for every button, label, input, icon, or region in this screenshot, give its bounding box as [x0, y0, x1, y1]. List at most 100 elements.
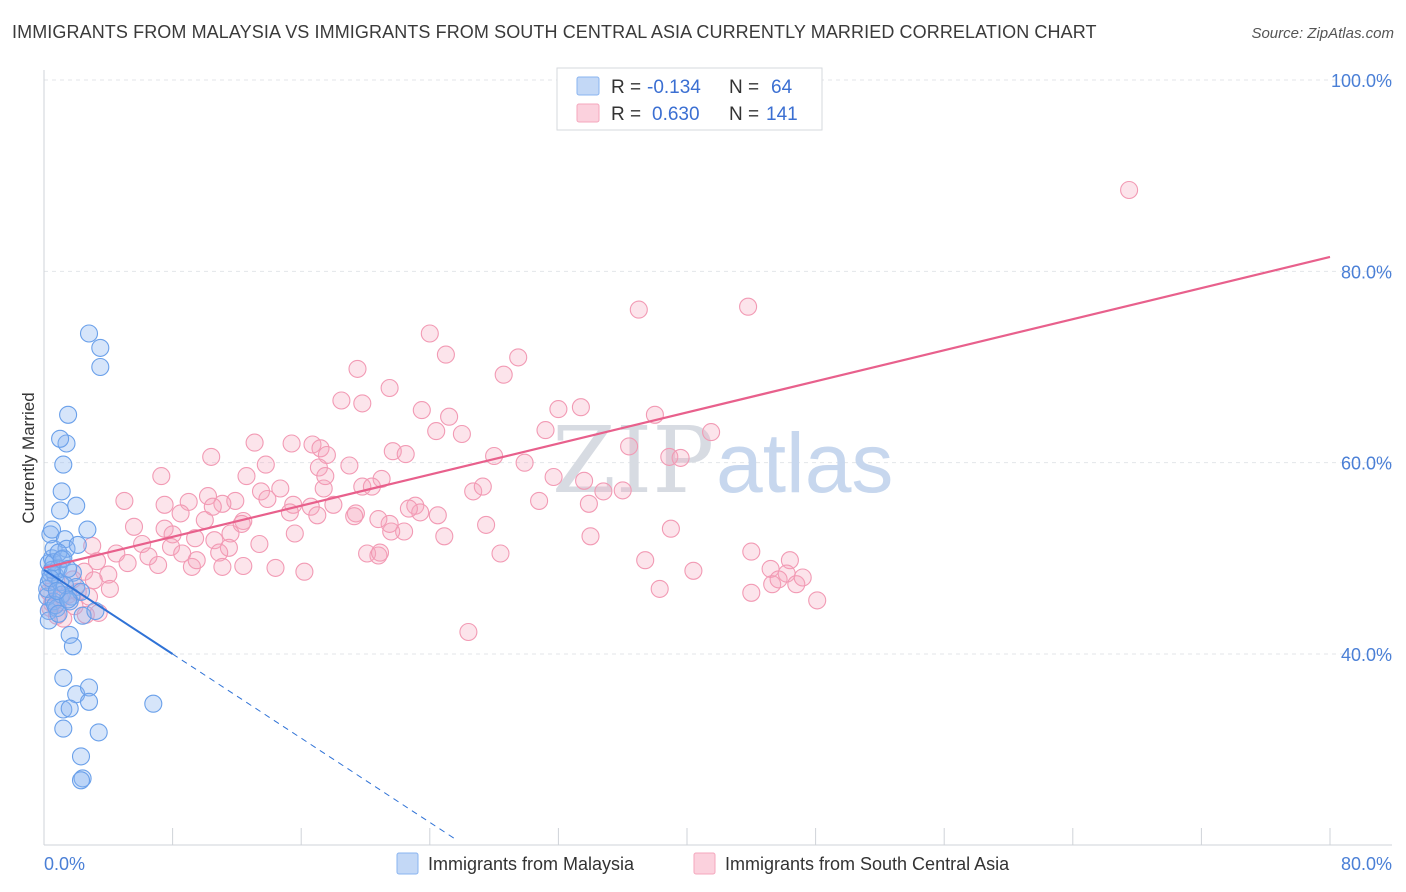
point-sca-28 [620, 437, 639, 456]
watermark-atlas: atlas [716, 416, 893, 510]
point-malaysia-39 [63, 637, 82, 656]
point-sca-133 [661, 519, 680, 538]
point-sca-17 [427, 422, 446, 441]
point-sca-114 [428, 506, 447, 525]
point-sca-19 [702, 423, 721, 442]
series-legend: Immigrants from Malaysia Immigrants from… [396, 852, 1010, 875]
point-sca-106 [213, 557, 232, 576]
point-malaysia-48 [89, 723, 108, 742]
point-sca-2 [629, 300, 648, 319]
point-sca-27 [485, 446, 504, 466]
point-sca-123 [464, 482, 483, 501]
trend-line-malaysia-extrapolated [172, 653, 455, 839]
point-sca-60 [308, 506, 327, 525]
point-sca-111 [285, 524, 304, 543]
point-sca-124 [473, 477, 492, 496]
point-sca-45 [115, 491, 134, 510]
y-tick-labels: 40.0% 60.0% 80.0% 100.0% [1331, 71, 1392, 665]
point-sca-135 [742, 542, 761, 561]
point-sca-35 [515, 453, 534, 472]
point-sca-89 [84, 571, 103, 590]
point-sca-86 [266, 558, 285, 577]
point-sca-107 [187, 551, 206, 570]
point-sca-61 [345, 507, 364, 526]
point-sca-13 [571, 398, 590, 417]
point-sca-57 [171, 504, 190, 523]
point-sca-125 [530, 491, 549, 510]
point-sca-130 [581, 527, 600, 546]
y-tick-label-80: 80.0% [1341, 262, 1392, 282]
point-sca-64 [124, 517, 144, 536]
point-sca-128 [594, 482, 613, 501]
legend-r-label-malaysia: R = [611, 77, 641, 98]
point-sca-80 [369, 546, 388, 565]
point-sca-83 [149, 555, 168, 575]
trend-lines [43, 255, 1331, 839]
point-sca-67 [186, 529, 205, 548]
x-tick-label-min: 0.0% [44, 854, 85, 874]
bottom-legend-swatch-sca [693, 852, 716, 875]
point-sca-122 [324, 495, 343, 514]
point-sca-5 [509, 348, 528, 367]
point-malaysia-46 [144, 694, 163, 713]
legend-r-value-malaysia: -0.134 [647, 77, 701, 98]
point-sca-12 [549, 400, 568, 419]
series-malaysia [38, 324, 163, 790]
point-sca-144 [793, 568, 812, 587]
point-sca-30 [671, 448, 690, 467]
point-malaysia-12 [39, 611, 58, 630]
point-sca-23 [311, 439, 330, 458]
point-malaysia-30 [78, 520, 97, 539]
point-sca-7 [494, 365, 513, 384]
point-malaysia-20 [51, 501, 70, 520]
legend-swatch-south-central-asia [576, 103, 600, 123]
legend-n-label-malaysia: N = [729, 77, 759, 98]
point-sca-117 [370, 543, 390, 562]
point-malaysia-28 [91, 357, 110, 377]
point-malaysia-23 [57, 434, 76, 453]
chart-title: IMMIGRANTS FROM MALAYSIA VS IMMIGRANTS F… [12, 22, 1097, 42]
point-sca-78 [210, 543, 229, 562]
point-sca-46 [155, 495, 174, 514]
point-sca-119 [491, 544, 510, 563]
point-malaysia-26 [79, 324, 99, 343]
x-tick-label-max: 80.0% [1341, 854, 1392, 874]
point-sca-139 [780, 551, 799, 570]
point-sca-11 [412, 401, 431, 420]
y-tick-label-100: 100.0% [1331, 71, 1392, 91]
point-malaysia-27 [91, 338, 110, 357]
point-sca-127 [579, 494, 598, 513]
point-sca-25 [396, 445, 415, 464]
series-south-central-asia [39, 180, 1139, 642]
point-sca-129 [613, 481, 632, 500]
point-malaysia-21 [52, 482, 71, 501]
point-sca-4 [436, 345, 455, 364]
point-sca-115 [411, 503, 430, 522]
y-tick-label-40: 40.0% [1341, 645, 1392, 665]
point-sca-116 [477, 515, 496, 534]
point-sca-42 [251, 482, 271, 501]
point-malaysia-38 [60, 625, 79, 644]
point-sca-10 [353, 394, 372, 413]
point-sca-48 [198, 487, 218, 506]
point-sca-32 [256, 455, 275, 474]
legend-n-value-sca: 141 [766, 104, 798, 125]
point-sca-62 [369, 510, 388, 529]
point-malaysia-29 [67, 496, 86, 515]
y-axis-label: Currently Married [19, 392, 38, 523]
point-sca-14 [440, 407, 459, 426]
point-sca-36 [237, 467, 256, 486]
point-sca-132 [684, 561, 703, 580]
point-sca-16 [452, 424, 471, 444]
point-sca-9 [332, 391, 351, 410]
point-sca-121 [316, 467, 335, 486]
point-sca-136 [742, 583, 761, 602]
point-sca-0 [1120, 180, 1139, 200]
point-sca-134 [650, 579, 669, 598]
point-sca-90 [100, 579, 119, 598]
bottom-legend-label-malaysia: Immigrants from Malaysia [428, 854, 635, 874]
point-malaysia-47 [54, 719, 73, 738]
correlation-legend: R = -0.134 N = 64 R = 0.630 N = 141 [556, 67, 823, 131]
bottom-legend-swatch-malaysia [396, 852, 419, 875]
